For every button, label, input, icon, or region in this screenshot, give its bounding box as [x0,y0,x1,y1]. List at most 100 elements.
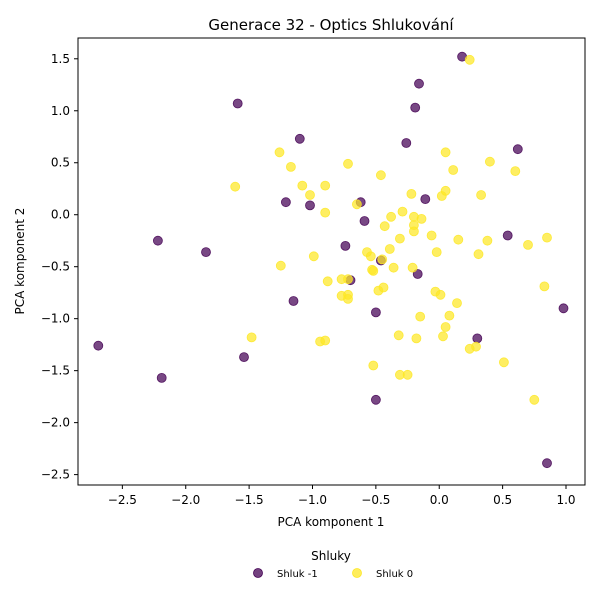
point-series-0-17 [401,138,412,148]
point-series-1-19 [351,199,362,210]
point-series-1-62 [476,190,487,200]
chart-title: Generace 32 - Optics Shlukování [208,16,454,34]
point-series-1-52 [440,147,451,158]
point-series-0-21 [420,194,431,205]
x-tick-label: −1.5 [235,493,264,507]
point-series-1-64 [484,156,495,167]
point-series-1-23 [368,265,379,276]
legend: Shluky Shluk -1 Shluk 0 [253,549,413,580]
point-series-1-34 [394,233,405,244]
x-tick-label: −2.0 [171,493,200,507]
points-layer [93,51,569,469]
point-series-0-4 [232,98,243,109]
point-series-0-18 [410,102,421,113]
point-series-1-31 [386,211,397,222]
x-tick-label: 1.0 [556,493,575,507]
legend-marker-shluk-0 [352,568,362,578]
y-tick-label: 0.5 [51,156,70,170]
point-series-1-51 [438,331,448,342]
point-series-0-24 [502,230,513,241]
y-tick-label: −0.5 [41,260,70,274]
point-series-1-33 [393,330,404,341]
point-series-1-57 [452,298,462,309]
x-tick-label: 0.0 [430,493,449,507]
point-series-1-48 [431,247,442,258]
point-series-1-17 [343,293,353,304]
point-series-1-28 [378,282,389,293]
point-series-1-42 [408,226,419,237]
point-series-0-15 [370,394,381,405]
point-series-0-13 [359,216,370,226]
point-series-1-46 [426,230,437,241]
point-series-1-29 [379,221,390,232]
point-series-0-3 [201,247,211,258]
x-tick-label: −2.5 [108,493,137,507]
point-series-1-0 [230,181,241,192]
y-axis-ticks: 1.5 1.0 0.5 0.0 −0.5 −1.0 −1.5 −2.0 −2.5 [41,52,78,482]
x-tick-label: 0.5 [493,493,512,507]
point-series-1-3 [275,260,286,271]
point-series-1-32 [388,262,399,273]
legend-label-shluk-minus-1: Shluk -1 [277,569,318,580]
point-series-1-9 [320,207,331,218]
point-series-1-2 [274,147,285,158]
point-series-1-44 [415,311,426,322]
point-series-1-38 [406,188,417,199]
point-series-1-11 [320,335,331,346]
y-tick-label: 0.0 [51,208,70,222]
point-series-1-39 [407,262,418,273]
y-tick-label: −2.0 [41,416,70,430]
point-series-1-27 [377,254,388,265]
point-series-1-63 [482,235,493,246]
point-series-1-1 [246,332,257,343]
point-series-0-0 [93,340,104,351]
legend-marker-shluk-minus-1 [253,568,263,578]
point-series-1-69 [539,281,550,292]
point-series-1-61 [473,249,484,260]
point-series-1-56 [448,165,459,175]
point-series-1-4 [285,161,296,172]
point-series-0-20 [414,78,424,89]
point-series-1-71 [464,54,475,65]
point-series-1-65 [498,357,509,368]
point-series-0-26 [542,458,552,469]
point-series-1-12 [322,276,333,287]
point-series-1-6 [305,190,315,200]
point-series-1-26 [375,170,386,181]
point-series-1-70 [542,232,552,243]
point-series-0-1 [152,235,163,246]
point-series-0-27 [558,303,569,314]
y-axis-label: PCA komponent 2 [13,208,27,315]
y-tick-label: 1.5 [51,52,70,66]
x-axis-label: PCA komponent 1 [278,515,385,529]
point-series-0-10 [340,240,351,251]
x-tick-label: −1.0 [298,493,327,507]
y-tick-label: 1.0 [51,104,70,118]
point-series-0-25 [512,144,523,155]
point-series-1-66 [510,166,521,177]
point-series-1-54 [440,185,451,196]
point-series-1-43 [411,333,422,344]
point-series-0-2 [156,372,167,383]
point-series-1-21 [365,251,376,262]
point-series-0-6 [280,197,291,208]
point-series-1-24 [368,360,379,371]
point-series-1-58 [453,234,464,245]
point-series-1-60 [471,341,481,352]
point-series-0-5 [239,352,249,363]
point-series-1-37 [402,369,413,380]
point-series-1-53 [440,322,451,332]
plot-frame [77,37,586,486]
point-series-1-15 [343,274,353,285]
point-series-1-7 [308,251,319,262]
point-series-1-45 [416,213,427,224]
legend-title: Shluky [311,549,351,563]
x-tick-label: −0.5 [361,493,390,507]
y-tick-label: −1.5 [41,364,70,378]
y-tick-label: −2.5 [41,468,70,482]
point-series-1-10 [320,180,331,191]
point-series-0-14 [370,307,381,318]
point-series-1-55 [444,310,455,321]
